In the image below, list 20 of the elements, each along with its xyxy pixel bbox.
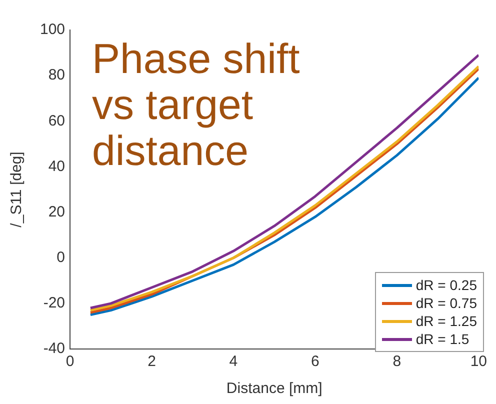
y-tick-label: 80 — [48, 66, 66, 84]
y-tick-label: 40 — [48, 158, 66, 175]
legend-label: dR = 0.75 — [416, 295, 477, 311]
x-tick-label: 8 — [392, 353, 402, 370]
y-tick-label: 100 — [40, 21, 66, 38]
legend-label: dR = 1.5 — [416, 331, 470, 347]
x-axis-title: Distance [mm] — [226, 380, 322, 398]
x-tick-label: 2 — [148, 353, 156, 370]
y-tick-label: -40 — [43, 340, 66, 358]
x-tick-label: 4 — [229, 353, 238, 370]
legend-label: dR = 0.25 — [416, 277, 477, 293]
y-tick-label: 60 — [48, 112, 66, 130]
x-tick-label: 6 — [311, 353, 320, 370]
y-tick-label: 0 — [56, 249, 66, 266]
annotation: Phase shift vs target distance — [92, 35, 301, 174]
y-tick-label: -20 — [43, 294, 66, 312]
y-axis-title: /_S11 [deg] — [8, 152, 26, 228]
y-tick-label: 20 — [48, 203, 66, 220]
legend-label: dR = 1.25 — [416, 313, 477, 329]
x-tick-label: 10 — [470, 353, 487, 370]
